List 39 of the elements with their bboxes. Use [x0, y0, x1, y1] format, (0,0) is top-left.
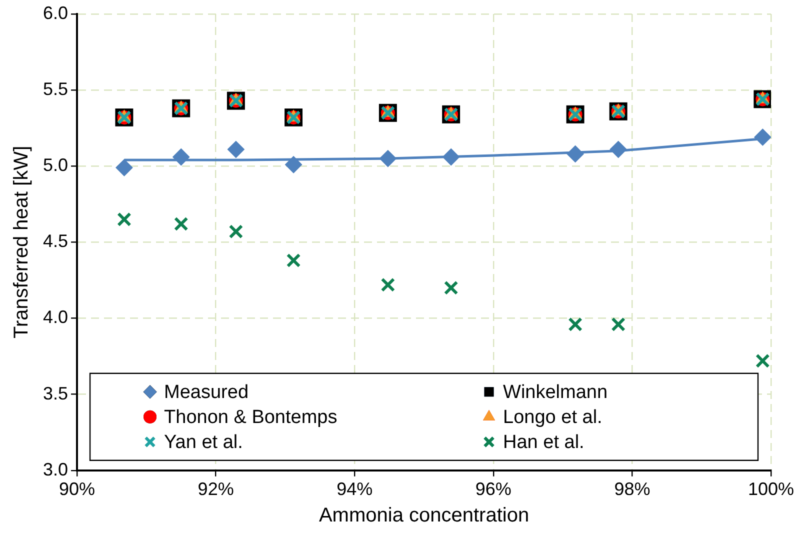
x-tick-label: 96% [475, 479, 512, 500]
x-axis-title: Ammonia concentration [318, 504, 530, 527]
y-tick-label: 3.5 [42, 383, 68, 404]
point [379, 150, 396, 168]
y-tick-label: 6.0 [42, 2, 68, 23]
x-tick-label: 90% [59, 479, 96, 500]
point [116, 159, 133, 176]
point [285, 156, 302, 174]
point [568, 317, 582, 332]
y-tick-label: 5.0 [42, 155, 68, 176]
point [444, 280, 458, 295]
point [610, 140, 627, 158]
x-tick-label: 94% [336, 479, 373, 500]
point [228, 224, 244, 239]
y-tick-label: 4.0 [42, 307, 68, 328]
point [380, 278, 396, 292]
y-tick-label: 4.5 [42, 231, 68, 252]
point [174, 216, 188, 232]
legend-label: Yan et al. [164, 432, 243, 454]
legend-label: Measured [164, 382, 249, 404]
point [172, 148, 190, 166]
point [566, 145, 584, 162]
legend-label: Thonon & Bontemps [164, 407, 338, 428]
point [442, 148, 460, 166]
x-tick-label: 98% [614, 479, 650, 500]
legend-label: Longo et al. [503, 407, 602, 428]
point [227, 140, 244, 158]
point [117, 212, 132, 227]
x-tick-label: 100% [748, 479, 794, 500]
legend-label: Han et al. [503, 432, 584, 454]
y-axis-title: Transferred heat [kW] [10, 146, 33, 339]
x-tick-label: 92% [198, 479, 234, 500]
point [756, 354, 770, 368]
point [286, 253, 301, 268]
point [754, 128, 771, 146]
point [611, 317, 626, 332]
y-tick-label: 5.5 [42, 79, 68, 100]
legend-label: Winkelmann [503, 382, 608, 404]
y-tick-label: 3.0 [42, 459, 68, 480]
